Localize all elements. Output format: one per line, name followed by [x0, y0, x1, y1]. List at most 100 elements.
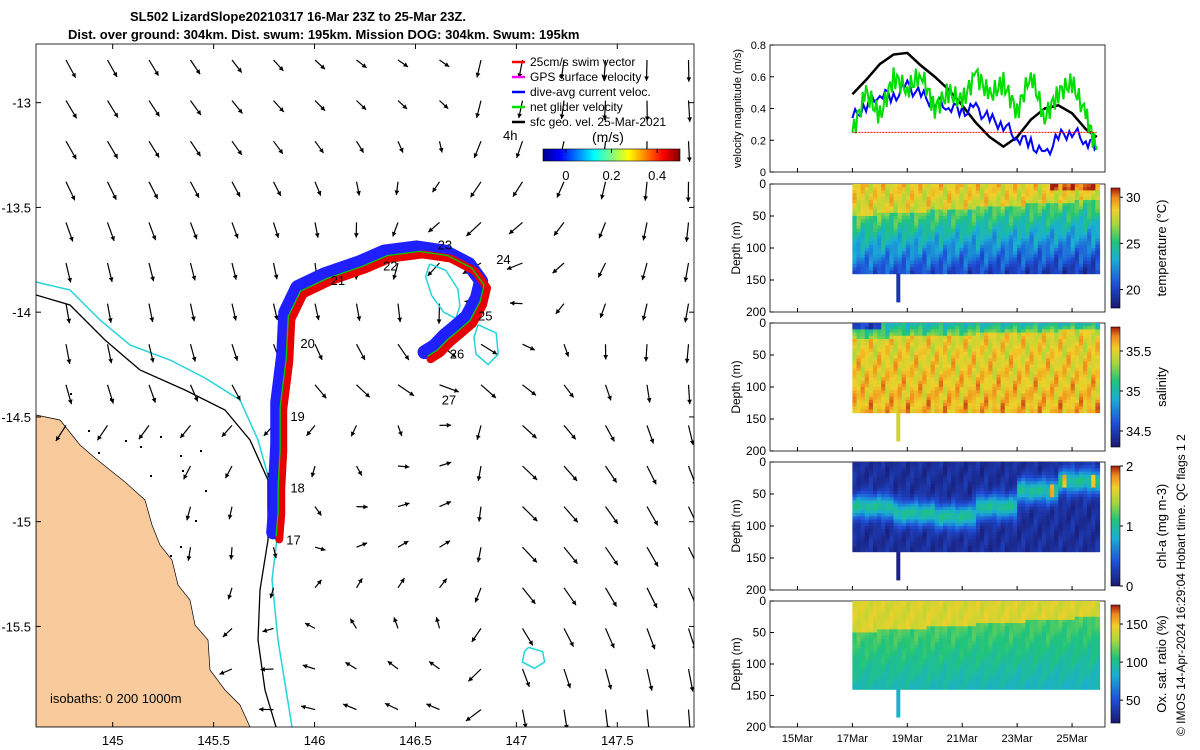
heatmap-cell — [1021, 361, 1026, 366]
heatmap-cell — [877, 387, 882, 391]
heatmap-cell — [1062, 228, 1068, 233]
heatmap-cell — [1070, 406, 1076, 410]
heatmap-cell — [971, 383, 977, 388]
heatmap-cell — [996, 254, 1002, 259]
heatmap-cell — [1095, 393, 1101, 398]
heatmap-cell — [856, 216, 862, 220]
heatmap-cell — [1070, 403, 1076, 407]
heatmap-cell — [1033, 409, 1039, 414]
heatmap-cell — [893, 371, 899, 375]
heatmap-cell — [1008, 257, 1014, 262]
heatmap-cell — [864, 371, 870, 375]
heatmap-cell — [1013, 270, 1018, 275]
velocity-arrowhead — [306, 430, 312, 436]
heatmap-cell — [868, 200, 874, 204]
heatmap-cell — [885, 225, 891, 230]
heatmap-cell — [1050, 228, 1055, 233]
heatmap-cell — [1017, 184, 1022, 188]
depth-tick-label: 150 — [746, 273, 766, 287]
heatmap-cell — [930, 503, 936, 508]
heatmap-cell — [955, 351, 961, 356]
heatmap-cell — [934, 200, 940, 204]
heatmap-cell — [868, 526, 874, 530]
velocity-arrowhead — [644, 76, 650, 81]
heatmap-cell — [984, 219, 989, 223]
heatmap-cell — [1091, 371, 1096, 375]
heatmap-cell — [926, 209, 932, 214]
heatmap-cell — [914, 235, 919, 239]
heatmap-cell — [1070, 225, 1076, 230]
heatmap-cell — [959, 478, 965, 482]
heatmap-cell — [967, 238, 973, 243]
heatmap-cell — [980, 513, 985, 517]
heatmap-cell — [852, 329, 858, 334]
heatmap-cell — [860, 238, 866, 243]
heatmap-cell — [934, 548, 940, 553]
heatmap-cell — [963, 244, 969, 249]
heatmap-cell — [959, 270, 965, 275]
heatmap-cell — [1050, 232, 1055, 236]
heatmap-cell — [1045, 251, 1051, 255]
heatmap-cell — [951, 257, 956, 262]
heatmap-cell — [938, 257, 944, 262]
heatmap-cell — [963, 209, 969, 214]
velocity-arrowhead — [641, 315, 647, 321]
heatmap-cell — [885, 387, 891, 391]
heatmap-cell — [1058, 212, 1064, 217]
heatmap-cell — [918, 203, 923, 207]
heatmap-cell — [1033, 225, 1039, 230]
heatmap-cell — [984, 228, 989, 233]
heatmap-cell — [885, 538, 891, 543]
heatmap-cell — [1066, 377, 1072, 382]
heatmap-cell — [1017, 200, 1022, 204]
heatmap-cell — [988, 241, 994, 246]
heatmap-cell — [905, 216, 911, 220]
heatmap-cell — [926, 222, 932, 227]
heatmap-cell — [963, 374, 969, 378]
heatmap-cell — [893, 216, 899, 220]
heatmap-cell — [930, 190, 936, 195]
heatmap-cell — [1083, 345, 1088, 350]
heatmap-cell — [980, 380, 985, 385]
heatmap-cell — [975, 548, 981, 553]
heatmap-cell — [1058, 264, 1064, 268]
heatmap-cell — [955, 500, 961, 505]
heatmap-cell — [910, 248, 915, 252]
heatmap-cell — [980, 222, 985, 227]
heatmap-cell — [881, 244, 886, 249]
heatmap-cell — [901, 358, 907, 362]
heatmap-cell — [951, 548, 956, 553]
heatmap-cell — [1070, 184, 1076, 188]
heatmap-cell — [975, 244, 981, 249]
heatmap-cell — [905, 403, 911, 407]
heatmap-cell — [893, 209, 899, 214]
heatmap-cell — [893, 383, 899, 388]
heatmap-cell — [872, 364, 878, 369]
heatmap-cell — [988, 393, 994, 398]
heatmap-cell — [1025, 355, 1031, 359]
heatmap-cell — [1017, 409, 1022, 414]
heatmap-cell — [1078, 396, 1084, 401]
velocity-arrowhead — [529, 345, 535, 351]
heatmap-cell — [877, 374, 882, 378]
heatmap-cell — [901, 468, 907, 473]
heatmap-cell — [963, 364, 969, 369]
heatmap-cell — [901, 267, 907, 271]
heatmap-cell — [856, 232, 862, 236]
heatmap-cell — [881, 264, 886, 268]
heatmap-cell — [1037, 406, 1043, 410]
heatmap-cell — [1070, 351, 1076, 356]
velocity-arrowhead — [196, 151, 201, 157]
heatmap-cell — [975, 494, 981, 498]
heatmap-cell — [955, 219, 961, 223]
heatmap-cell — [1008, 403, 1014, 407]
heatmap-cell — [905, 481, 911, 485]
heatmap-cell — [881, 374, 886, 378]
heatmap-cell — [955, 193, 961, 198]
heatmap-cell — [893, 513, 899, 517]
heatmap-cell — [955, 519, 961, 524]
heatmap-cell — [1013, 377, 1018, 382]
heatmap-cell — [930, 474, 936, 479]
velocity-arrowhead — [564, 724, 569, 727]
heatmap-cell — [984, 506, 989, 511]
